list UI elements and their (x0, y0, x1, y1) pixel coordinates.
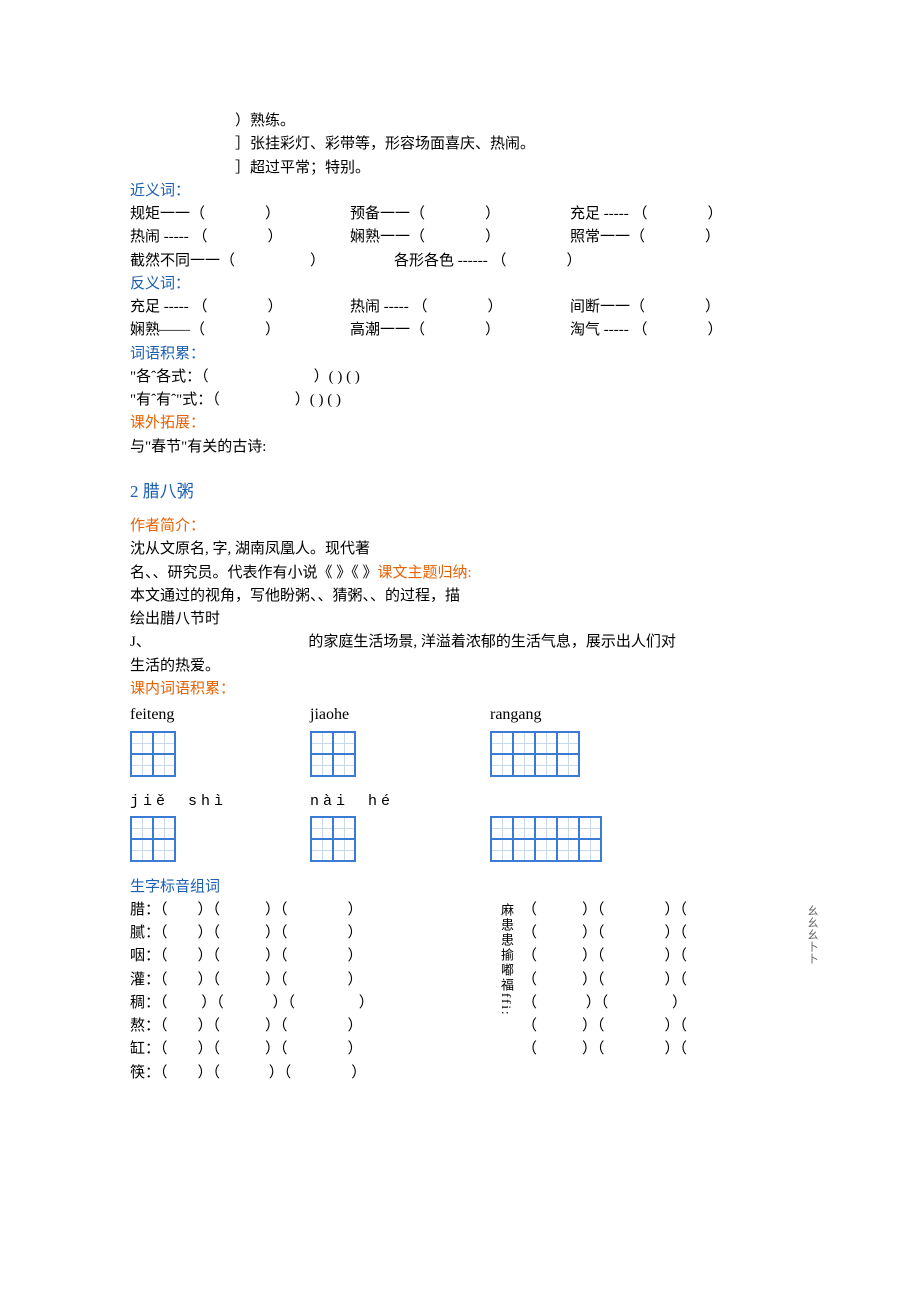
jinyi-row-2: 热闹 ----- （ ） 娴熟一一（ ） 照常一一（ ） (130, 226, 790, 249)
hanzi-row: 筷：（ ）（ ）（ ） (130, 1062, 500, 1085)
jinyi-cell: 预备一一（ ） (350, 203, 570, 226)
tianzige-cell (490, 731, 670, 784)
fanyi-cell: 充足 ----- （ ） (130, 296, 350, 319)
hanzi-row: 熬：（ ）（ ）（ ） (130, 1015, 500, 1038)
fanyi-cell: 热闹 ----- （ ） (350, 296, 570, 319)
jinyi-cell: 照常一一（ ） (570, 226, 790, 249)
kewen-line-4: 生活的热爱。 (130, 655, 790, 678)
fanyi-row-1: 充足 ----- （ ） 热闹 ----- （ ） 间断一一（ ） (130, 296, 790, 319)
tianzige-cell (130, 816, 310, 869)
pinyin-label: rangang (490, 703, 670, 728)
jinyi-cell: 各形各色 ------ （ ） (394, 250, 592, 273)
jinyi-cell: 截然不同一一（ ） (130, 250, 394, 273)
kewai-line: 与"春节"有关的古诗: (130, 436, 790, 459)
kewen-line-1: 本文通过的视角，写他盼粥、、猜粥、、的过程，描 (130, 585, 790, 608)
jinyi-row-3: 截然不同一一（ ） 各形各色 ------ （ ） (130, 250, 790, 273)
hanzi-row: （ ）（ ） (522, 992, 790, 1015)
tianzige-cell (490, 816, 670, 869)
zuozhe-line-2: 名、、研究员。代表作有小说《 》《 》 (130, 565, 378, 581)
kewen-title: 课文主题归纳: (378, 565, 472, 581)
jinyi-title: 近义词： (130, 180, 790, 203)
hanzi-row: 缸：（ ）（ ）（ ） (130, 1038, 500, 1061)
hanzi-row: 稠：（ ）（ ）（ ） (130, 992, 500, 1015)
hanzi-row: 咽：（ ）（ ）（ ） (130, 945, 500, 968)
top-definition-3: ］超过平常；特别。 (130, 157, 790, 180)
fanyi-cell: 娴熟——（ ） (130, 319, 350, 342)
hanzi-row: （ ）（ ）（ (522, 1015, 790, 1038)
hanzi-row: （ ）（ ）（ (522, 969, 790, 992)
shengzi-title: 生字标音组词 (130, 876, 790, 899)
ciyu-line-1: "各ˆ各式：（ ）( ) ( ) (130, 366, 790, 389)
hanzi-row: （ ）（ ）（ (522, 1038, 790, 1061)
hanzi-right-vertical-labels: 麻患患揄嘟福ffi: (500, 903, 513, 1017)
hanzi-row: （ ）（ ）（ (522, 945, 790, 968)
kewen-line-3: J、 的家庭生活场景, 洋溢着浓郁的生活气息，展示出人们对 (130, 631, 790, 654)
jinyi-row-1: 规矩一一（ ） 预备一一（ ） 充足 ----- （ ） (130, 203, 790, 226)
pinyin-label: jiě shì (130, 790, 310, 813)
tianzige-cell (310, 731, 490, 784)
fanyi-title: 反义词： (130, 273, 790, 296)
pinyin-row-2: jiě shì nài hé (130, 790, 790, 813)
pinyin-label: feiteng (130, 703, 310, 728)
hanzi-row: （ ）（ ）（ (522, 899, 790, 922)
hanzi-right-column: 麻患患揄嘟福ffi: 幺幺幺卜卜 （ ）（ ）（ （ ）（ ）（ （ ）（ ）（… (500, 899, 790, 1085)
section2-title: 2 腊八粥 (130, 479, 790, 505)
kenei-title: 课内词语积累： (130, 678, 790, 701)
fanyi-row-2: 娴熟——（ ） 高潮一一（ ） 淘气 ----- （ ） (130, 319, 790, 342)
jinyi-cell (592, 250, 790, 273)
tianzige-cell (130, 731, 310, 784)
fanyi-cell: 间断一一（ ） (570, 296, 790, 319)
zuozhe-line-1: 沈从文原名, 字, 湖南凤凰人。现代著 (130, 538, 790, 561)
pinyin-row-1: feiteng jiaohe rangang (130, 703, 790, 728)
ciyu-line-2: "有ˆ有ˆ"式：（ ）( ) ( ) (130, 389, 790, 412)
fanyi-cell: 淘气 ----- （ ） (570, 319, 790, 342)
pinyin-label: nài hé (310, 790, 490, 813)
jinyi-cell: 热闹 ----- （ ） (130, 226, 350, 249)
jinyi-cell: 规矩一一（ ） (130, 203, 350, 226)
pinyin-label: jiaohe (310, 703, 490, 728)
ciyu-title: 词语积累： (130, 343, 790, 366)
tianzige-row-2 (130, 816, 790, 869)
hanzi-row: 灌：（ ）（ ）（ ） (130, 969, 500, 992)
hanzi-row: 腻：（ ）（ ）（ ） (130, 922, 500, 945)
hanzi-row: 腊：（ ）（ ）（ ） (130, 899, 500, 922)
zuozhe-title: 作者简介： (130, 515, 790, 538)
fanyi-cell: 高潮一一（ ） (350, 319, 570, 342)
zuozhe-kewen-line: 名、、研究员。代表作有小说《 》《 》课文主题归纳: (130, 562, 790, 585)
top-definition-2: ］张挂彩灯、彩带等，形容场面喜庆、热闹。 (130, 133, 790, 156)
pinyin-label (490, 790, 670, 813)
jinyi-cell: 充足 ----- （ ） (570, 203, 790, 226)
tianzige-cell (310, 816, 490, 869)
kewai-title: 课外拓展： (130, 412, 790, 435)
top-definition-1: ）熟练。 (130, 110, 790, 133)
tianzige-row-1 (130, 731, 790, 784)
hanzi-row: （ ）（ ）（ (522, 922, 790, 945)
hanzi-right-far-labels: 幺幺幺卜卜 (803, 905, 820, 965)
hanzi-left-column: 腊：（ ）（ ）（ ） 腻：（ ）（ ）（ ） 咽：（ ）（ ）（ ） 灌：（ … (130, 899, 500, 1085)
jinyi-cell: 娴熟一一（ ） (350, 226, 570, 249)
kewen-line-2: 绘出腊八节时 (130, 608, 790, 631)
hanzi-table: 腊：（ ）（ ）（ ） 腻：（ ）（ ）（ ） 咽：（ ）（ ）（ ） 灌：（ … (130, 899, 790, 1085)
